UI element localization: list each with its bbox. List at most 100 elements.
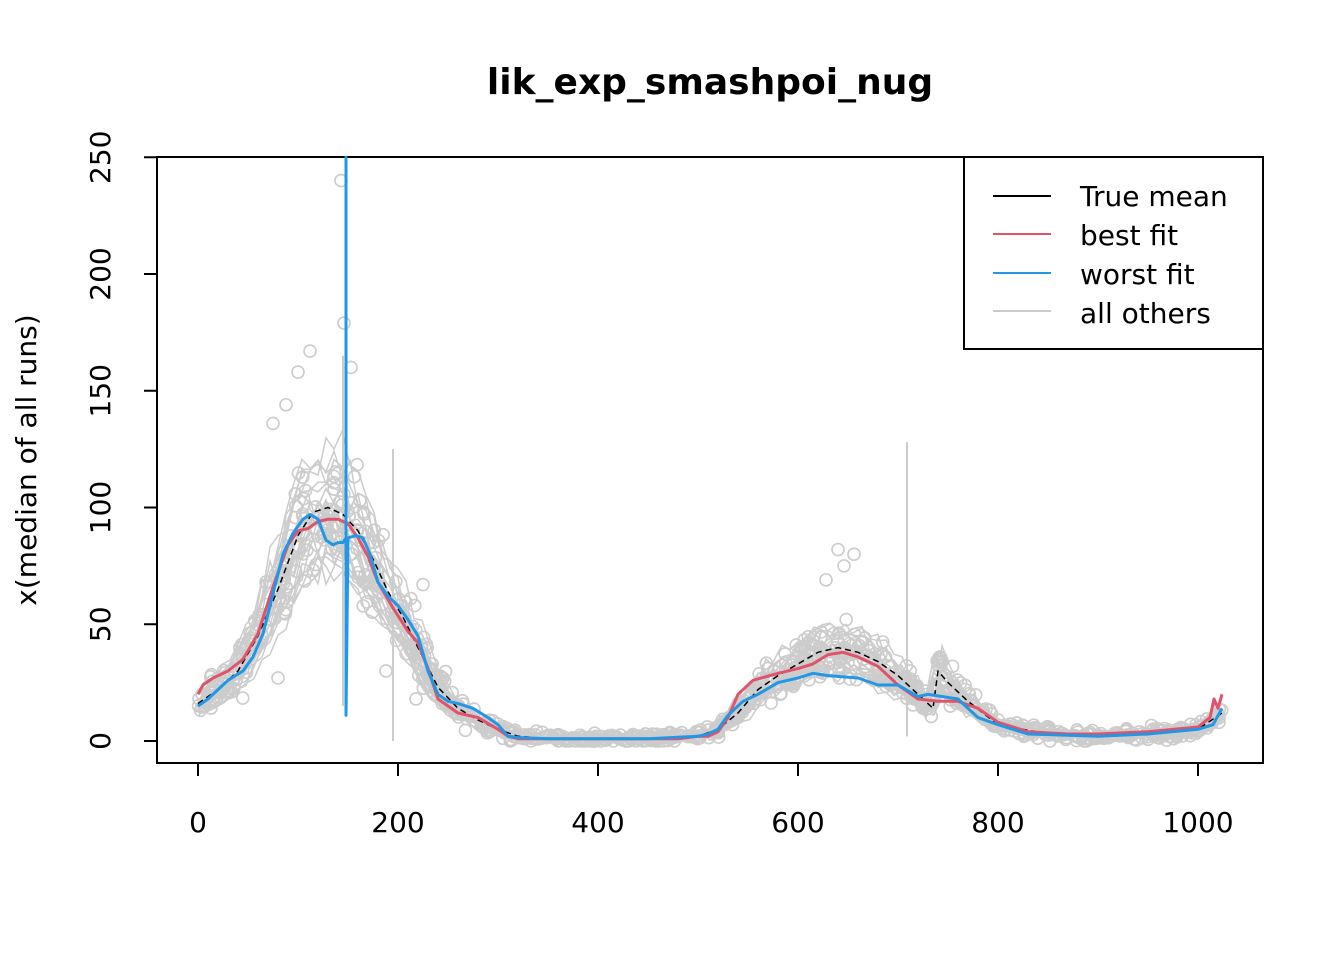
other-run-point [814, 630, 828, 645]
y-tick-label: 0 [84, 732, 117, 750]
other-run-point [407, 598, 422, 613]
legend-label-worst-fit: worst fit [1080, 258, 1195, 291]
other-run-point [778, 656, 793, 671]
other-run-point [399, 646, 413, 661]
other-run-point [288, 510, 303, 525]
other-run-point [204, 701, 218, 715]
other-run-point [837, 559, 851, 573]
other-run-point [945, 659, 960, 674]
other-run-point [317, 516, 331, 531]
other-run-point [366, 535, 381, 550]
other-run-line [197, 477, 1223, 741]
other-run-point [291, 365, 305, 379]
other-run-point [815, 664, 830, 678]
x-tick-label: 800 [971, 806, 1024, 839]
other-run-point [375, 597, 390, 612]
other-run-point [409, 692, 423, 706]
other-run-line [197, 556, 1223, 742]
other-run-point [930, 681, 945, 696]
chart-title: lik_exp_smashpoi_nug [487, 62, 933, 103]
x-tick-label: 600 [771, 806, 824, 839]
other-run-point [243, 626, 257, 640]
other-run-point [309, 557, 323, 572]
x-tick-label: 0 [189, 806, 207, 839]
other-run-point [932, 650, 947, 664]
other-run-point [327, 475, 341, 490]
other-run-point [962, 686, 977, 701]
other-run-point [839, 612, 854, 627]
other-run-point [291, 466, 306, 480]
other-run-point [388, 574, 403, 589]
other-run-point [643, 733, 658, 748]
other-run-point [360, 595, 374, 609]
other-run-point [844, 638, 859, 653]
other-run-point [823, 655, 838, 670]
x-tick-label: 200 [371, 806, 424, 839]
other-run-point [415, 672, 430, 687]
other-run-point [667, 734, 682, 748]
legend-label-all-others: all others [1080, 297, 1211, 330]
other-run-line [197, 553, 1223, 742]
other-run-line [197, 529, 1223, 742]
other-run-point [813, 640, 828, 655]
other-run-line [197, 458, 1223, 742]
y-tick-label: 100 [84, 481, 117, 534]
other-run-point [492, 721, 507, 736]
other-run-point [606, 734, 621, 748]
other-run-point [445, 685, 460, 700]
other-run-point [295, 547, 310, 561]
other-run-point [220, 677, 234, 692]
other-run-point [214, 680, 228, 694]
legend-label-best-fit: best fit [1080, 219, 1178, 252]
other-run-point [288, 487, 303, 501]
other-run-point [903, 663, 918, 678]
other-run-point [732, 707, 746, 722]
other-run-point [751, 687, 766, 702]
other-run-point [648, 734, 663, 748]
other-run-point [729, 710, 744, 725]
other-run-point [259, 575, 273, 589]
other-run-point [594, 729, 609, 744]
other-run-point [389, 633, 404, 648]
other-run-point [267, 611, 282, 626]
other-run-point [303, 344, 317, 358]
other-run-point [271, 671, 285, 685]
other-run-point [968, 688, 983, 702]
other-run-point [760, 661, 775, 676]
legend-box [963, 156, 1264, 350]
other-run-point [573, 728, 587, 743]
other-run-point [874, 646, 888, 661]
other-run-point [416, 681, 431, 696]
other-run-point [327, 469, 341, 484]
legend-label-true-mean: True mean [1079, 180, 1228, 213]
other-run-point [831, 542, 845, 557]
y-tick-label: 200 [84, 247, 117, 300]
other-run-line [197, 458, 1223, 742]
other-run-point [708, 723, 723, 738]
other-run-point [789, 638, 804, 652]
other-run-point [837, 633, 852, 648]
other-run-point [292, 540, 306, 555]
other-run-point [235, 691, 250, 705]
axes-group: 0 200 400 600 800 1000 0 50 100 150 200 250 [84, 131, 1234, 839]
y-tick-label: 50 [84, 606, 117, 642]
other-run-point [365, 605, 380, 620]
other-run-point [295, 470, 310, 485]
other-run-point [350, 457, 364, 472]
other-run-point [847, 547, 861, 562]
other-run-point [297, 574, 312, 588]
other-run-point [759, 656, 774, 671]
x-tick-label: 400 [571, 806, 624, 839]
other-run-point [916, 701, 930, 716]
other-run-point [358, 524, 372, 539]
other-run-point [575, 730, 590, 744]
main-series-group [196, 155, 1224, 741]
other-run-point [279, 580, 293, 594]
legend: True mean best fit worst fit all others [963, 156, 1264, 350]
other-run-point [778, 647, 792, 661]
other-run-point [279, 397, 293, 412]
y-tick-label: 150 [84, 364, 117, 417]
other-run-point [336, 487, 351, 501]
other-run-point [624, 729, 639, 743]
